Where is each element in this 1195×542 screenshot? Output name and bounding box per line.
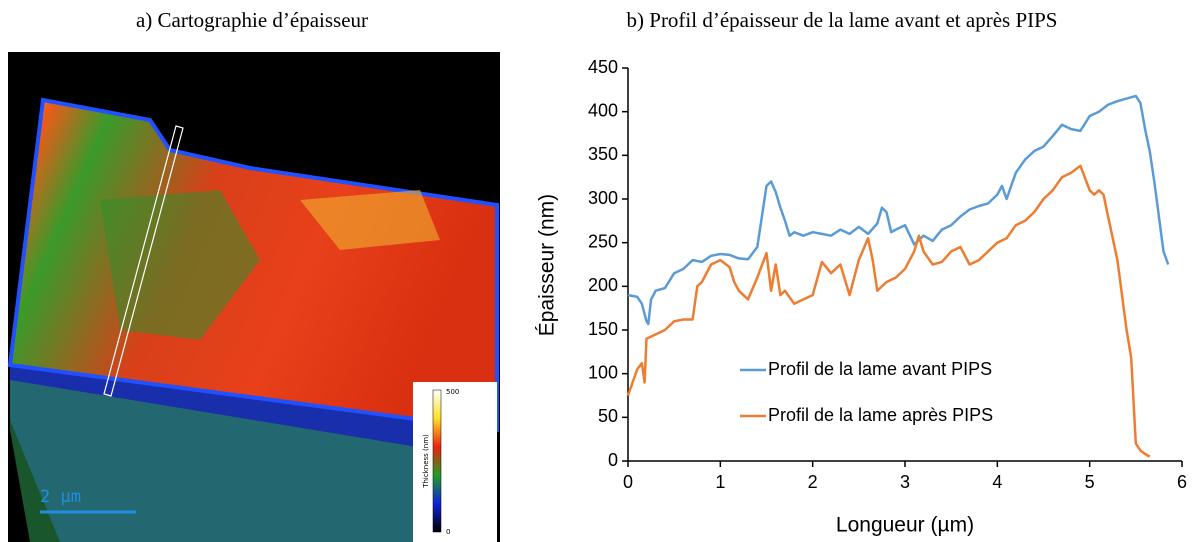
y-tick-label: 450	[588, 57, 618, 77]
legend-label: Profil de la lame après PIPS	[768, 405, 993, 425]
series-line	[627, 94, 1170, 326]
x-tick-label: 5	[1085, 472, 1095, 492]
x-tick-label: 4	[992, 472, 1002, 492]
legend-label: Profil de la lame avant PIPS	[768, 359, 992, 379]
y-axis-label: Épaisseur (nm)	[536, 194, 559, 336]
x-tick-label: 1	[715, 472, 725, 492]
colorbar-min: 0	[446, 528, 450, 536]
colorbar-max: 500	[446, 388, 459, 396]
y-tick-label: 150	[588, 319, 618, 339]
colorbar	[432, 389, 442, 533]
thickness-map: 2 µm 500 0 Thickness (nm)	[7, 52, 500, 542]
map-region	[100, 190, 260, 340]
y-tick-label: 100	[588, 362, 618, 382]
series-line	[626, 164, 1151, 458]
colorbar-box	[413, 382, 497, 542]
x-axis-label: Longueur (µm)	[836, 514, 974, 537]
x-tick-label: 3	[900, 472, 910, 492]
scale-bar-label: 2 µm	[40, 487, 81, 507]
colorbar-title: Thickness (nm)	[422, 434, 430, 489]
y-tick-label: 250	[588, 231, 618, 251]
x-tick-label: 0	[623, 472, 633, 492]
panel-a-title: a) Cartographie d’épaisseur	[136, 8, 368, 32]
map-lower-shadow	[10, 380, 497, 542]
y-tick-label: 300	[588, 188, 618, 208]
y-tick-label: 0	[608, 450, 618, 470]
profile-selection	[103, 125, 184, 397]
chart-title: b) Profil d’épaisseur de la lame avant e…	[627, 8, 1058, 32]
x-tick-label: 2	[808, 472, 818, 492]
x-tick-label: 6	[1177, 472, 1187, 492]
y-tick-label: 50	[598, 406, 618, 426]
y-tick-label: 400	[588, 100, 618, 120]
map-region	[300, 190, 440, 250]
y-tick-label: 200	[588, 275, 618, 295]
y-tick-label: 350	[588, 144, 618, 164]
